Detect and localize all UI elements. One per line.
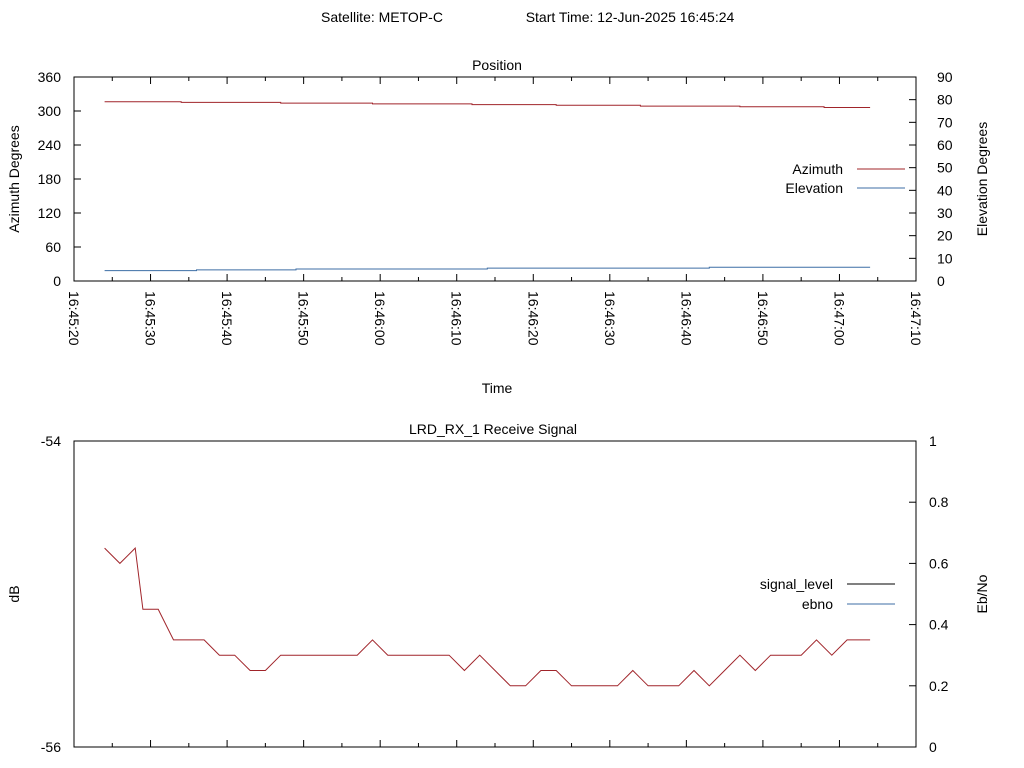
signal-y2-tick-label: 1 bbox=[929, 433, 937, 449]
position-plot-frame bbox=[73, 76, 917, 282]
position-y-tick-label: 240 bbox=[38, 137, 62, 153]
position-x-tick-label: 16:46:40 bbox=[678, 291, 694, 346]
position-y-tick-label: 360 bbox=[38, 69, 62, 85]
position-y2-tick-label: 80 bbox=[937, 92, 953, 108]
position-y-tick-label: 0 bbox=[53, 273, 61, 289]
position-y2-tick-label: 50 bbox=[937, 160, 953, 176]
position-y-ticks: 0 60 120 180 240 300 360 bbox=[38, 69, 81, 289]
signal-y2-tick-label: 0.6 bbox=[929, 555, 949, 571]
position-x-tick-label: 16:45:20 bbox=[66, 291, 82, 346]
signal-series-line-ebno bbox=[104, 547, 871, 687]
position-y-tick-label: 120 bbox=[38, 205, 62, 221]
position-ylabel: Azimuth Degrees bbox=[6, 125, 22, 232]
position-x-tick-label: 16:45:40 bbox=[219, 291, 235, 346]
position-y2label: Elevation Degrees bbox=[974, 122, 990, 236]
position-x-tick-label: 16:46:10 bbox=[449, 291, 465, 346]
position-y2-tick-label: 70 bbox=[937, 114, 953, 130]
signal-plot-frame bbox=[73, 440, 917, 748]
signal-y2-tick-label: 0.4 bbox=[929, 617, 949, 633]
legend-azimuth-label: Azimuth bbox=[792, 161, 843, 177]
position-y2-tick-label: 30 bbox=[937, 205, 953, 221]
signal-y2label: Eb/No bbox=[974, 574, 990, 613]
signal-ylabel: dB bbox=[6, 585, 22, 602]
position-x-tick-label: 16:46:20 bbox=[525, 291, 541, 346]
signal-y2-tick-label: 0.2 bbox=[929, 678, 949, 694]
position-title: Position bbox=[472, 57, 522, 73]
position-x-tick-label: 16:46:30 bbox=[602, 291, 618, 346]
position-y2-tick-label: 40 bbox=[937, 182, 953, 198]
signal-series bbox=[104, 547, 871, 687]
position-y2-tick-label: 10 bbox=[937, 250, 953, 266]
position-x-tick-label: 16:46:00 bbox=[372, 291, 388, 346]
position-y-tick-label: 180 bbox=[38, 171, 62, 187]
signal-y-ticks: -56 -54 bbox=[41, 433, 61, 755]
signal-y2-tick-label: 0.8 bbox=[929, 494, 949, 510]
position-chart: Position Azimuth Degrees Elevation Degre… bbox=[6, 57, 990, 396]
signal-y-tick-label: -54 bbox=[41, 433, 61, 449]
position-series bbox=[104, 101, 871, 272]
signal-y2-ticks: 0 0.2 0.4 0.6 0.8 1 bbox=[909, 433, 949, 755]
position-x-tick-label: 16:46:50 bbox=[755, 291, 771, 346]
position-x-ticks: 16:45:20 16:45:30 16:45:40 16:45:50 16:46:00… bbox=[66, 77, 924, 346]
legend-elevation-label: Elevation bbox=[785, 180, 843, 196]
signal-chart: LRD_RX_1 Receive Signal dB Eb/No -56-54 … bbox=[6, 421, 990, 755]
position-series-line-elevation bbox=[104, 266, 871, 272]
position-y2-tick-label: 20 bbox=[937, 228, 953, 244]
position-x-tick-label: 16:47:10 bbox=[908, 291, 924, 346]
position-x-tick-label: 16:47:00 bbox=[831, 291, 847, 346]
position-y-tick-label: 60 bbox=[45, 239, 61, 255]
signal-legend: signal_level ebno bbox=[760, 576, 895, 612]
signal-y2-tick-label: 0 bbox=[929, 739, 937, 755]
position-x-tick-label: 16:45:50 bbox=[296, 291, 312, 346]
position-y-tick-label: 300 bbox=[38, 103, 62, 119]
position-xlabel: Time bbox=[482, 380, 513, 396]
position-y2-tick-label: 0 bbox=[937, 273, 945, 289]
position-y2-tick-label: 90 bbox=[937, 69, 953, 85]
signal-title: LRD_RX_1 Receive Signal bbox=[409, 421, 577, 437]
legend-signal-level-label: signal_level bbox=[760, 576, 833, 592]
satellite-label: Satellite: METOP-C bbox=[321, 9, 443, 25]
signal-x-ticks bbox=[111, 740, 879, 747]
start-time-label: Start Time: 12-Jun-2025 16:45:24 bbox=[526, 9, 735, 25]
position-series-line-azimuth bbox=[104, 101, 871, 108]
legend-ebno-label: ebno bbox=[802, 596, 833, 612]
position-legend: Azimuth Elevation bbox=[785, 161, 905, 196]
position-y2-ticks: 0 10 20 30 40 50 60 70 80 90 bbox=[909, 69, 953, 289]
position-y2-tick-label: 60 bbox=[937, 137, 953, 153]
position-x-tick-label: 16:45:30 bbox=[143, 291, 159, 346]
signal-y-tick-label: -56 bbox=[41, 739, 61, 755]
